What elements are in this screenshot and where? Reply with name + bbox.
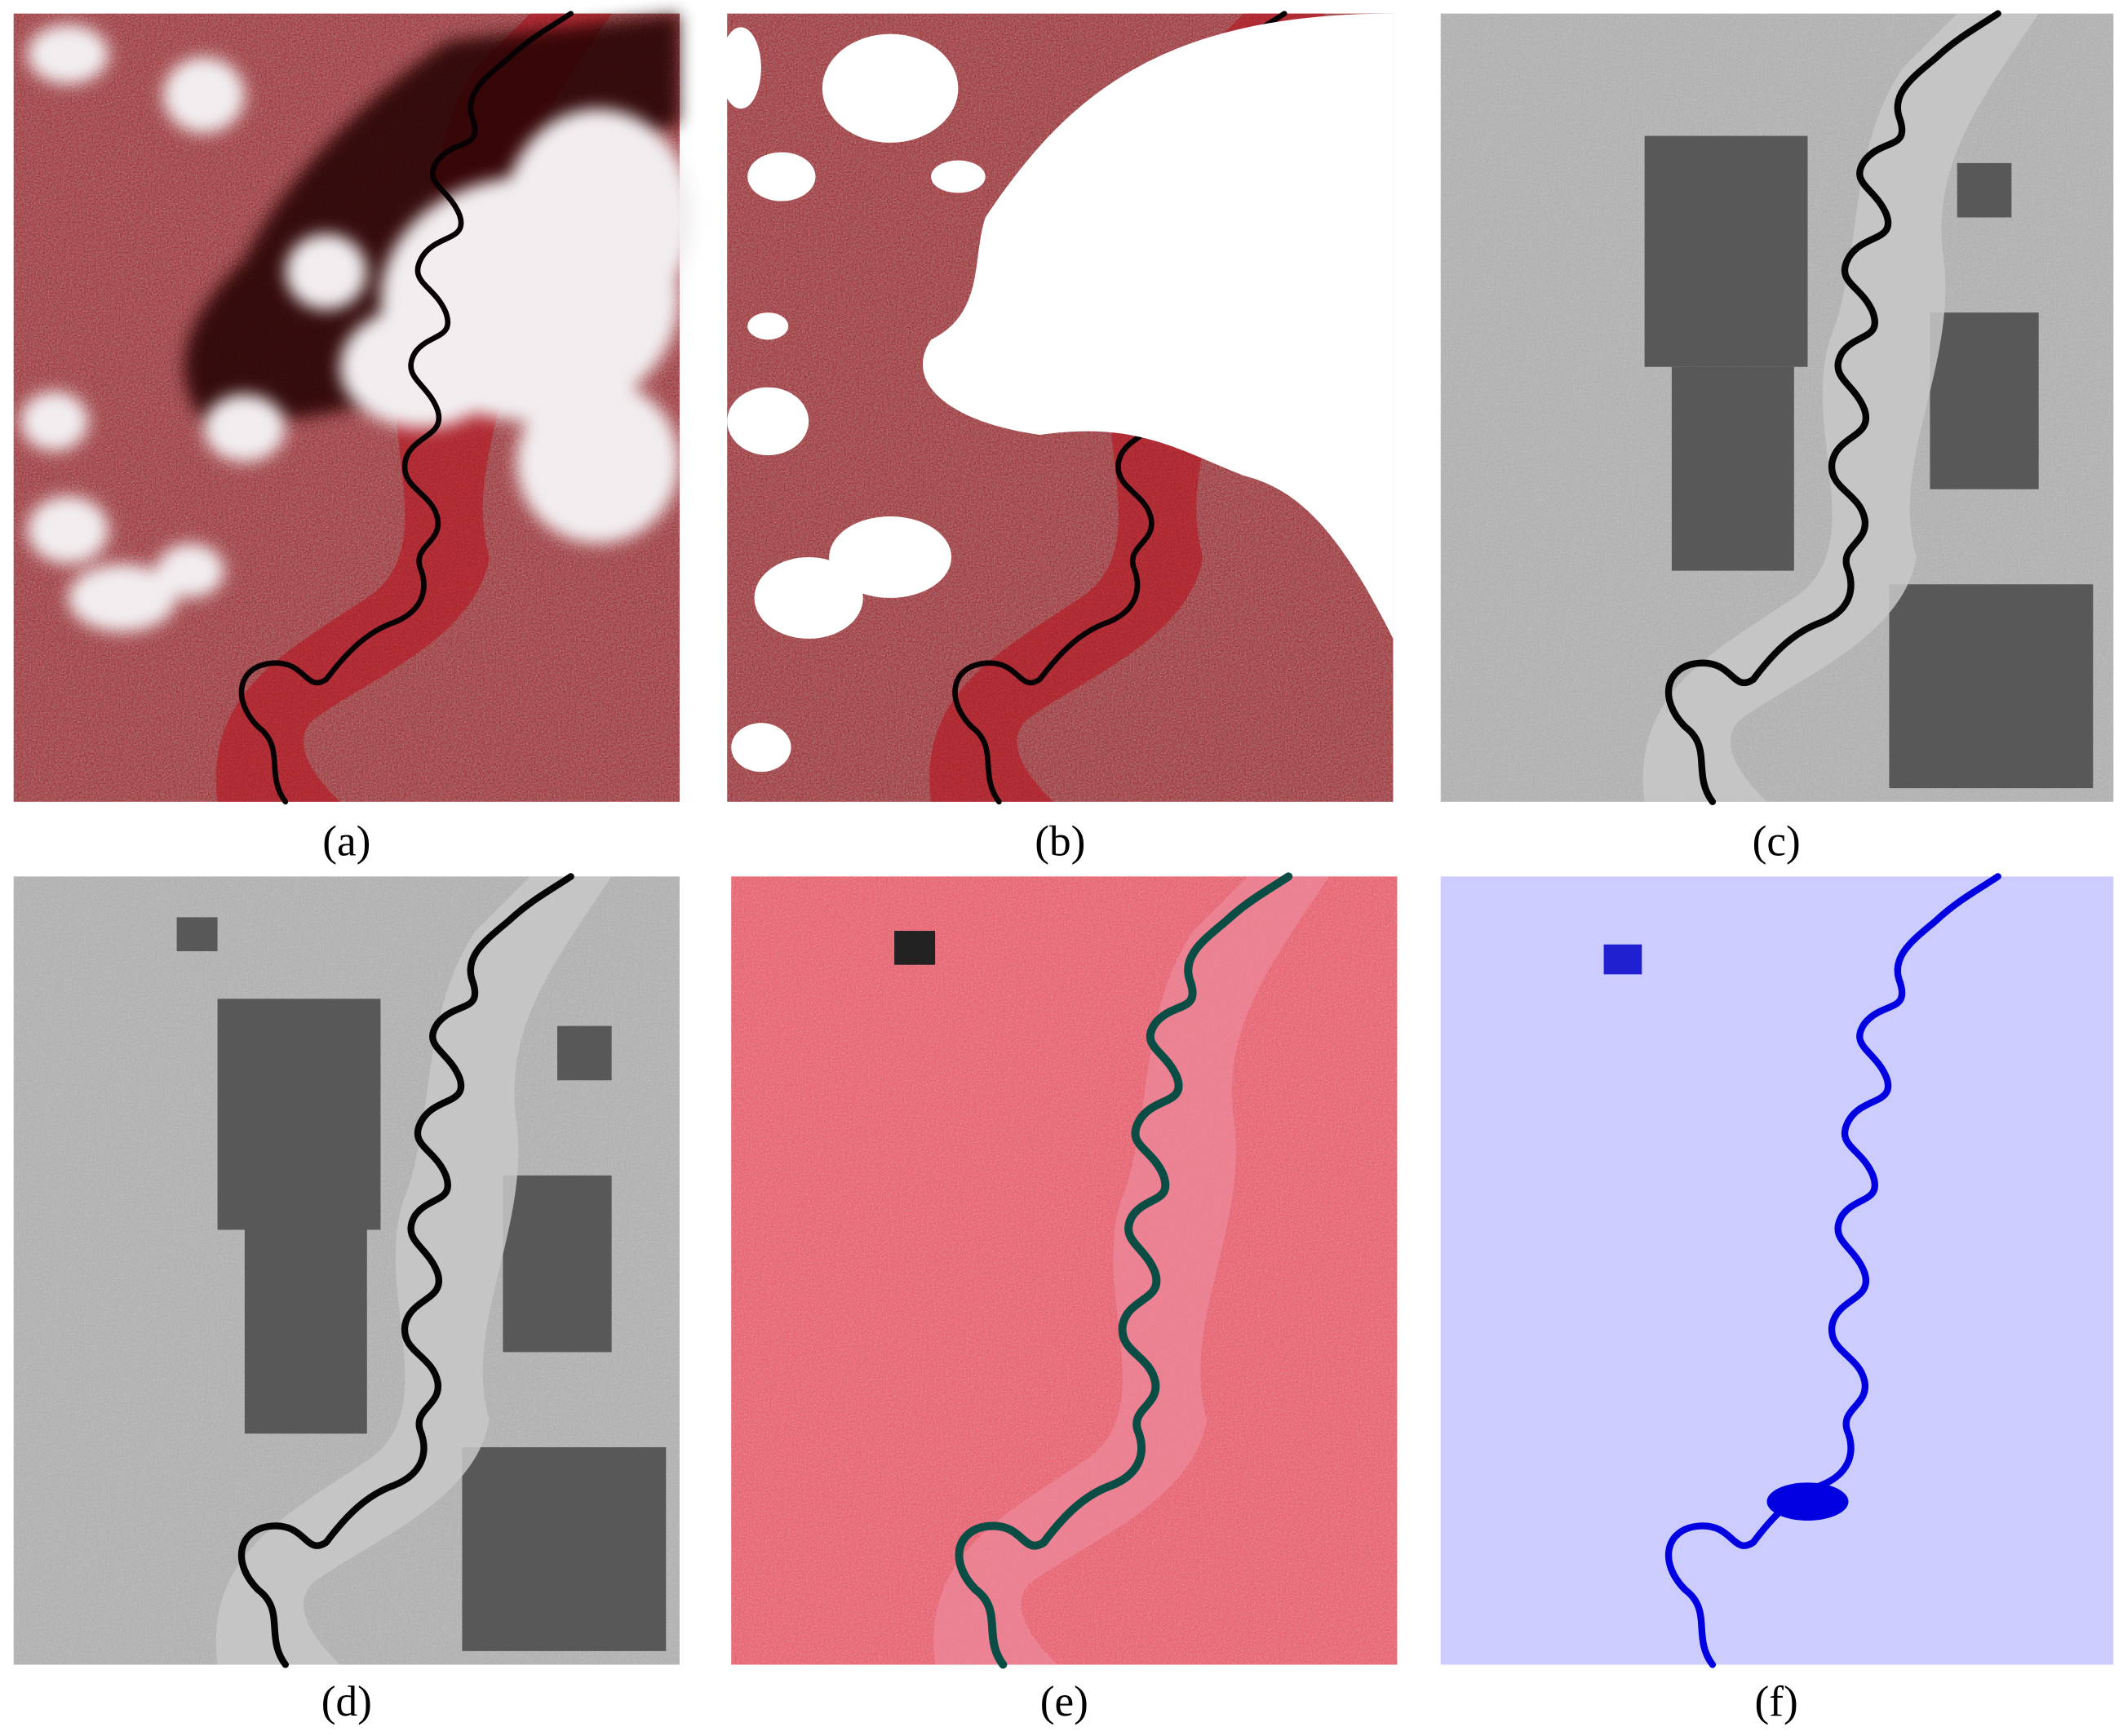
image-region — [557, 1025, 612, 1081]
panel-label: (e) — [1040, 1677, 1088, 1725]
image-region — [285, 233, 367, 310]
image-region — [727, 387, 809, 456]
image-region — [747, 312, 789, 340]
image-region — [503, 1175, 612, 1353]
image-region — [829, 516, 952, 598]
image-region — [931, 160, 986, 193]
panel-label: (b) — [1035, 817, 1085, 865]
image-region — [20, 391, 89, 452]
image-region — [720, 13, 1394, 773]
image-region — [1685, 217, 1794, 299]
image-region — [1766, 1482, 1849, 1521]
panel-a — [13, 14, 694, 802]
image-region — [462, 1447, 667, 1651]
image-region — [894, 931, 936, 965]
image-region — [1644, 135, 2094, 789]
panel-label: (d) — [321, 1677, 372, 1725]
panel-label: (f) — [1755, 1677, 1798, 1725]
image-region — [339, 305, 503, 428]
image-region — [244, 1229, 367, 1434]
image-region — [27, 496, 109, 565]
image-region — [720, 27, 761, 109]
image-region — [156, 543, 224, 598]
image-region — [731, 723, 791, 773]
image-region — [754, 556, 863, 639]
image-region — [162, 56, 245, 134]
image-region — [747, 152, 816, 202]
image-region — [27, 24, 109, 85]
panel-label: (c) — [1753, 817, 1801, 865]
image-region — [1957, 162, 2012, 218]
image-region — [1889, 584, 2094, 789]
image-region — [20, 24, 694, 632]
image-region — [1671, 366, 1794, 571]
image-region — [516, 380, 680, 544]
image-region — [217, 999, 381, 1230]
panel-label: (a) — [322, 817, 370, 865]
panel-d — [13, 876, 680, 1664]
image-region — [68, 564, 177, 632]
panel-c — [1440, 14, 2114, 802]
image-region — [822, 33, 959, 143]
image-region — [203, 394, 286, 463]
image-region — [176, 917, 218, 952]
panel-e — [731, 876, 1398, 1664]
image-region — [1930, 312, 2039, 489]
image-region — [1603, 944, 1642, 975]
image-region — [503, 108, 694, 326]
panel-f — [1440, 876, 2114, 1665]
panel-b — [720, 14, 1394, 802]
image-region — [1440, 876, 2114, 1665]
image-region — [176, 917, 667, 1651]
image-region — [922, 13, 1394, 639]
